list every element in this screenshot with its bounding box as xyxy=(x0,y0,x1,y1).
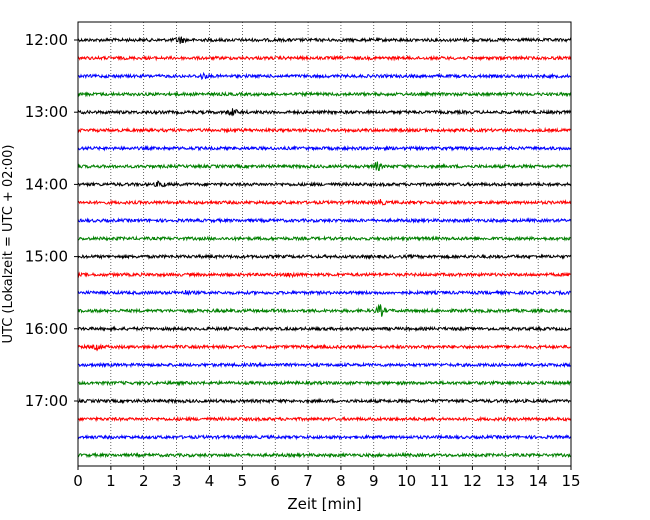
x-tick-label-3: 3 xyxy=(172,472,182,490)
x-tick-label-12: 12 xyxy=(463,472,482,490)
grid-lines xyxy=(110,22,539,466)
plot-frame xyxy=(77,21,572,467)
y-axis-ticks: 12:00 13:00 14:00 15:00 16:00 17:00 xyxy=(25,31,78,410)
traces-group xyxy=(77,36,572,459)
trace-1615 xyxy=(77,343,572,352)
trace-1730 xyxy=(77,433,572,441)
x-tick-label-14: 14 xyxy=(529,472,548,490)
trace-1445 xyxy=(77,235,572,242)
x-tick-label-4: 4 xyxy=(205,472,215,490)
trace-1715 xyxy=(77,415,572,423)
x-tick-label-8: 8 xyxy=(336,472,346,490)
x-tick-label-9: 9 xyxy=(369,472,379,490)
trace-1700 xyxy=(77,397,572,405)
trace-1630 xyxy=(77,361,572,369)
trace-1530 xyxy=(77,289,572,297)
x-tick-label-15: 15 xyxy=(561,472,580,490)
trace-1330 xyxy=(77,144,572,152)
trace-1245 xyxy=(77,90,572,98)
y-tick-label-1600: 16:00 xyxy=(25,320,68,338)
trace-1215 xyxy=(77,54,572,62)
y-tick-label-1400: 14:00 xyxy=(25,175,68,193)
x-tick-label-10: 10 xyxy=(397,472,416,490)
trace-1500 xyxy=(77,253,572,261)
y-tick-label-1300: 13:00 xyxy=(25,103,68,121)
x-tick-label-0: 0 xyxy=(73,472,83,490)
y-axis-label: UTC (Lokalzeit = UTC + 02:00) xyxy=(1,145,16,344)
trace-1345 xyxy=(77,161,572,171)
x-tick-label-1: 1 xyxy=(106,472,116,490)
x-tick-label-13: 13 xyxy=(496,472,515,490)
trace-1645 xyxy=(77,379,572,387)
trace-1745 xyxy=(77,451,572,459)
x-tick-label-2: 2 xyxy=(139,472,149,490)
trace-1400 xyxy=(77,180,572,188)
trace-1415 xyxy=(77,198,572,206)
x-tick-label-7: 7 xyxy=(303,472,313,490)
x-tick-label-11: 11 xyxy=(430,472,449,490)
trace-1315 xyxy=(77,126,572,134)
x-axis-ticks: 0 1 2 3 4 5 6 7 8 9 10 11 12 13 14 15 xyxy=(73,466,581,490)
x-axis-label: Zeit [min] xyxy=(287,495,361,513)
y-tick-label-1500: 15:00 xyxy=(25,248,68,266)
trace-1545 xyxy=(77,303,572,317)
trace-1300 xyxy=(77,108,572,117)
y-tick-label-1200: 12:00 xyxy=(25,31,68,49)
trace-1600 xyxy=(77,325,572,333)
y-tick-label-1700: 17:00 xyxy=(25,392,68,410)
trace-1515 xyxy=(77,271,572,279)
trace-1430 xyxy=(77,217,572,224)
x-tick-label-5: 5 xyxy=(238,472,248,490)
trace-1230 xyxy=(77,71,572,81)
x-tick-label-6: 6 xyxy=(270,472,280,490)
trace-1200 xyxy=(77,36,572,44)
